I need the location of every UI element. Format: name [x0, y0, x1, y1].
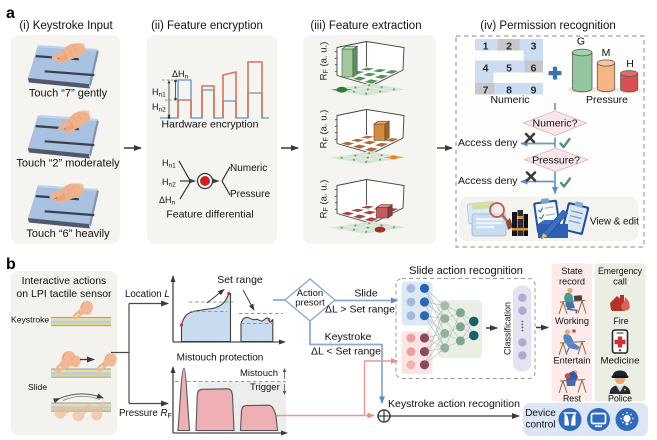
svg-text:RF (a. u.): RF (a. u.) — [319, 110, 331, 149]
svg-text:7: 7 — [483, 85, 489, 97]
svg-text:Keystroke action recognition: Keystroke action recognition — [388, 398, 520, 410]
svg-text:4: 4 — [483, 63, 489, 75]
svg-text:Mistouch: Mistouch — [240, 368, 278, 379]
svg-text:Interactive actions: Interactive actions — [22, 275, 107, 287]
svg-text:Numeric: Numeric — [490, 94, 529, 106]
svg-text:Fire: Fire — [613, 316, 628, 326]
svg-text:Hardware encryption: Hardware encryption — [162, 119, 259, 131]
svg-text:Action: Action — [297, 288, 323, 299]
svg-text:on LPI tactile sensor: on LPI tactile sensor — [16, 288, 112, 300]
svg-text:6: 6 — [531, 63, 537, 75]
svg-text:RF (a. u.): RF (a. u.) — [319, 42, 331, 81]
svg-text:record: record — [559, 277, 585, 287]
svg-text:3: 3 — [531, 40, 537, 52]
svg-text:presort: presort — [295, 298, 325, 309]
svg-text:Set range: Set range — [217, 274, 263, 286]
svg-text:Classification: Classification — [502, 302, 512, 355]
svg-text:Access deny: Access deny — [458, 175, 518, 187]
svg-text:Access deny: Access deny — [458, 137, 518, 149]
svg-text:H: H — [626, 58, 634, 70]
svg-text:Pressure?: Pressure? — [532, 155, 580, 167]
svg-text:Mistouch protection: Mistouch protection — [177, 353, 264, 364]
svg-text:View & edit: View & edit — [590, 217, 639, 228]
svg-text:Rest: Rest — [563, 394, 582, 404]
svg-text:Slide action recognition: Slide action recognition — [409, 265, 523, 277]
svg-text:Device: Device — [525, 408, 556, 419]
svg-text:Numeric: Numeric — [230, 163, 267, 174]
svg-text:Entertain: Entertain — [554, 356, 591, 366]
svg-text:Trigger: Trigger — [250, 382, 280, 393]
svg-text:(i) Keystroke Input: (i) Keystroke Input — [19, 20, 113, 32]
svg-text:Keystroke: Keystroke — [325, 331, 372, 343]
svg-text:call: call — [613, 277, 627, 287]
svg-text:Medicine: Medicine — [601, 356, 640, 366]
svg-text:Pressure: Pressure — [586, 94, 628, 106]
svg-text:G: G — [577, 36, 585, 48]
svg-text:ΔL < Set range: ΔL < Set range — [311, 346, 381, 358]
svg-text:(iv) Permission recognition: (iv) Permission recognition — [480, 20, 616, 32]
svg-text:9: 9 — [531, 85, 537, 97]
svg-text:b: b — [6, 256, 16, 273]
svg-text:Keystroke: Keystroke — [11, 315, 49, 325]
svg-text:Hn1: Hn1 — [152, 87, 166, 99]
svg-text:5: 5 — [506, 63, 512, 75]
svg-text:Location L: Location L — [125, 289, 170, 300]
svg-text:control: control — [525, 420, 555, 431]
svg-text:Touch “6” heavily: Touch “6” heavily — [26, 228, 110, 240]
svg-text:Feature differential: Feature differential — [166, 209, 253, 221]
svg-text:Slide: Slide — [28, 382, 47, 392]
svg-text:1: 1 — [483, 40, 489, 52]
svg-text:ΔL > Set range: ΔL > Set range — [325, 304, 395, 316]
svg-text:Emergency: Emergency — [598, 266, 642, 276]
svg-text:Pressure: Pressure — [230, 189, 270, 200]
svg-text:Touch “2” moderately: Touch “2” moderately — [16, 158, 120, 170]
svg-text:Numeric?: Numeric? — [533, 118, 578, 130]
svg-text:a: a — [6, 5, 15, 22]
svg-text:8: 8 — [506, 85, 512, 97]
svg-text:Hn2: Hn2 — [152, 102, 166, 114]
svg-text:Touch “7” gently: Touch “7” gently — [29, 88, 108, 100]
svg-text:ΔHn: ΔHn — [159, 195, 176, 207]
svg-text:State: State — [561, 266, 582, 276]
svg-text:M: M — [602, 47, 611, 59]
svg-text:ΔHn: ΔHn — [172, 69, 189, 81]
svg-text:Pressure RF: Pressure RF — [119, 408, 172, 420]
svg-text:(iii) Feature extraction: (iii) Feature extraction — [310, 20, 421, 32]
svg-text:Working: Working — [555, 316, 589, 326]
svg-text:(ii) Feature encryption: (ii) Feature encryption — [151, 20, 263, 32]
svg-text:Hn2: Hn2 — [162, 177, 176, 189]
svg-text:Hn1: Hn1 — [162, 158, 176, 170]
svg-text:RF (a. u.): RF (a. u.) — [319, 180, 331, 219]
svg-text:Slide: Slide — [354, 288, 378, 300]
svg-text:2: 2 — [506, 40, 512, 52]
svg-text:Police: Police — [608, 394, 632, 404]
